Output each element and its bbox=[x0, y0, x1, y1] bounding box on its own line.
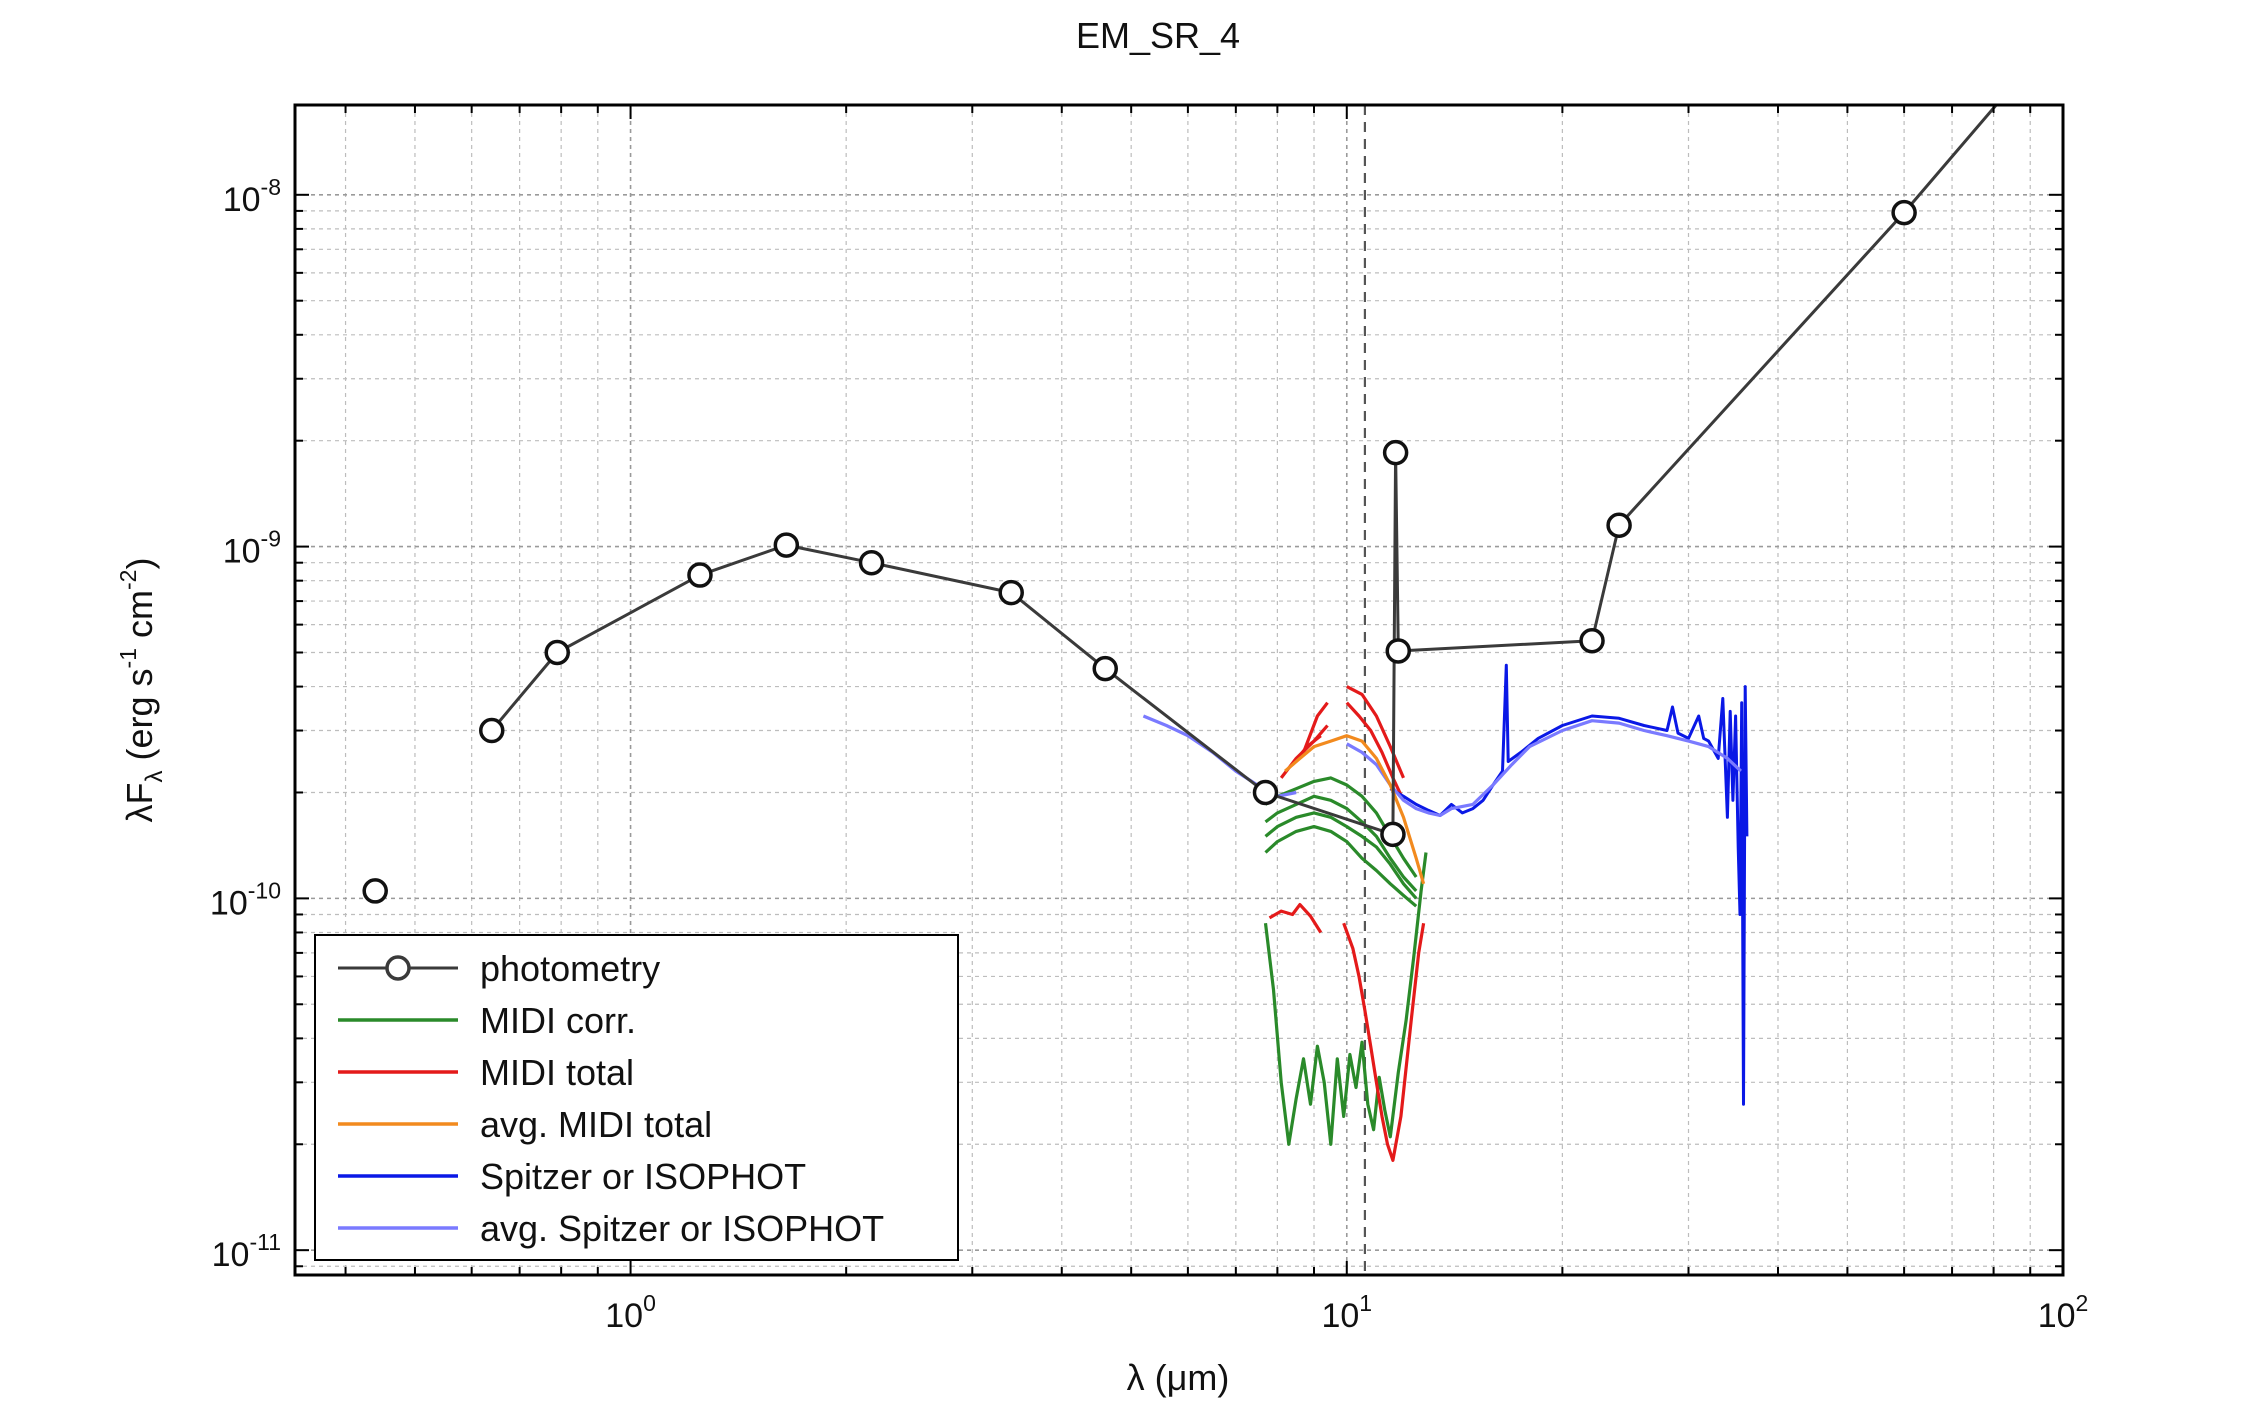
photometry-point bbox=[478, 717, 505, 744]
photometry-point bbox=[1891, 199, 1917, 226]
legend-entry-avg-spitzer: avg. Spitzer or ISOPHOT bbox=[338, 1208, 884, 1249]
y-tick-labels: 10-8 10-9 10-10 10-11 bbox=[210, 174, 281, 1274]
legend-label: MIDI corr. bbox=[480, 1000, 636, 1041]
legend-label: MIDI total bbox=[480, 1052, 634, 1093]
series-line-avg-spitzer-or-isophot bbox=[1346, 719, 1742, 818]
y-tick-label: 10-8 bbox=[223, 174, 281, 219]
legend-label: photometry bbox=[480, 948, 660, 989]
photometry-point bbox=[1380, 821, 1406, 848]
series-line-spitzer-or-isophot bbox=[1389, 663, 1749, 1106]
legend-entry-photometry: photometry bbox=[338, 948, 660, 989]
legend: photometry MIDI corr. MIDI total avg. MI… bbox=[314, 934, 959, 1261]
x-tick-label: 101 bbox=[1321, 1290, 1372, 1335]
series-line-avg-midi-total bbox=[1284, 734, 1426, 885]
photometry-point bbox=[1385, 638, 1412, 664]
photometry-point bbox=[1579, 627, 1605, 654]
series-line-midi-total bbox=[1302, 701, 1329, 753]
x-tick-label: 102 bbox=[2038, 1290, 2089, 1335]
photometry-point bbox=[1382, 439, 1409, 466]
legend-entry-spitzer: Spitzer or ISOPHOT bbox=[338, 1156, 806, 1197]
legend-marker-photometry bbox=[385, 955, 411, 981]
grid-layer bbox=[295, 105, 2064, 1275]
photometry-point bbox=[998, 579, 1024, 606]
series-line-midi-corr bbox=[1263, 852, 1428, 1146]
y-tick-label: 10-11 bbox=[212, 1229, 281, 1274]
x-tick-labels: 100 101 102 bbox=[605, 1290, 2088, 1335]
photometry-point bbox=[687, 562, 713, 588]
photometry-point bbox=[1092, 655, 1118, 682]
photometry-point bbox=[544, 639, 570, 666]
legend-entry-avg-midi-total: avg. MIDI total bbox=[338, 1104, 712, 1145]
legend-entry-midi-total: MIDI total bbox=[338, 1052, 634, 1093]
chart-title: EM_SR_4 bbox=[1076, 15, 1240, 56]
photometry-point bbox=[1252, 779, 1279, 806]
photometry-point bbox=[858, 549, 885, 576]
series-line-midi-corr bbox=[1264, 825, 1418, 908]
photometry-point bbox=[773, 532, 800, 558]
y-tick-label: 10-9 bbox=[223, 526, 281, 571]
plot-frame bbox=[293, 103, 2065, 1277]
series-line-midi-corr bbox=[1264, 811, 1418, 900]
photometry-point bbox=[362, 878, 388, 904]
x-tick-label: 100 bbox=[605, 1290, 656, 1335]
x-axis-title: λ (μm) bbox=[1127, 1357, 1230, 1398]
series-line-midi-corr bbox=[1264, 794, 1418, 892]
series-layer bbox=[362, 105, 1999, 1162]
legend-label: Spitzer or ISOPHOT bbox=[480, 1156, 806, 1197]
legend-label: avg. MIDI total bbox=[480, 1104, 712, 1145]
legend-box bbox=[314, 934, 959, 1261]
series-line-midi-total bbox=[1268, 903, 1323, 934]
photometry-point bbox=[1606, 512, 1632, 538]
y-axis-title: λFλ (erg s-1 cm-2) bbox=[115, 558, 168, 823]
legend-label: avg. Spitzer or ISOPHOT bbox=[480, 1208, 884, 1249]
series-line-midi-total bbox=[1342, 922, 1426, 1162]
legend-entry-midi-corr: MIDI corr. bbox=[338, 1000, 636, 1041]
y-tick-label: 10-10 bbox=[210, 877, 281, 922]
